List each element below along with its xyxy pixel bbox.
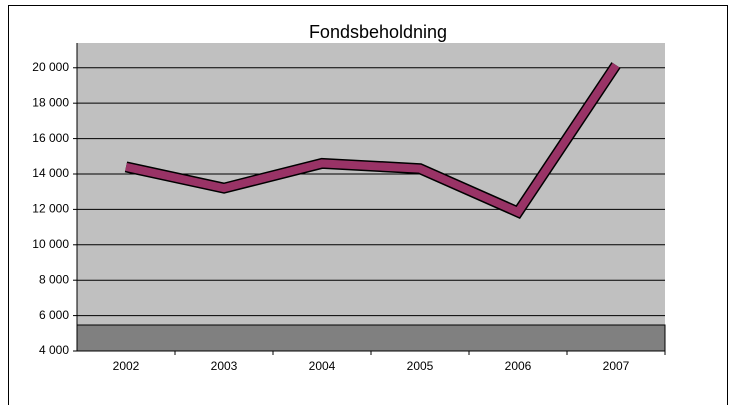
y-tick-label: 14 000 bbox=[32, 166, 69, 180]
x-tick-label: 2006 bbox=[505, 359, 532, 373]
plot-area bbox=[77, 43, 665, 351]
x-tick-label: 2005 bbox=[407, 359, 434, 373]
x-tick-label: 2004 bbox=[309, 359, 336, 373]
x-tick-label: 2003 bbox=[211, 359, 238, 373]
floor bbox=[76, 324, 666, 352]
y-tick-label: 4 000 bbox=[39, 343, 69, 357]
y-tick-label: 16 000 bbox=[32, 131, 69, 145]
x-tick-label: 2007 bbox=[603, 359, 630, 373]
line bbox=[125, 62, 620, 218]
y-tick-label: 18 000 bbox=[32, 95, 69, 109]
chart-title: Fondsbeholdning bbox=[309, 22, 447, 42]
x-tick-label: 2002 bbox=[113, 359, 140, 373]
y-tick-label: 12 000 bbox=[32, 202, 69, 216]
y-tick-label: 8 000 bbox=[39, 272, 69, 286]
y-tick-label: 6 000 bbox=[39, 308, 69, 322]
y-tick-label: 20 000 bbox=[32, 60, 69, 74]
y-tick-label: 10 000 bbox=[32, 237, 69, 251]
